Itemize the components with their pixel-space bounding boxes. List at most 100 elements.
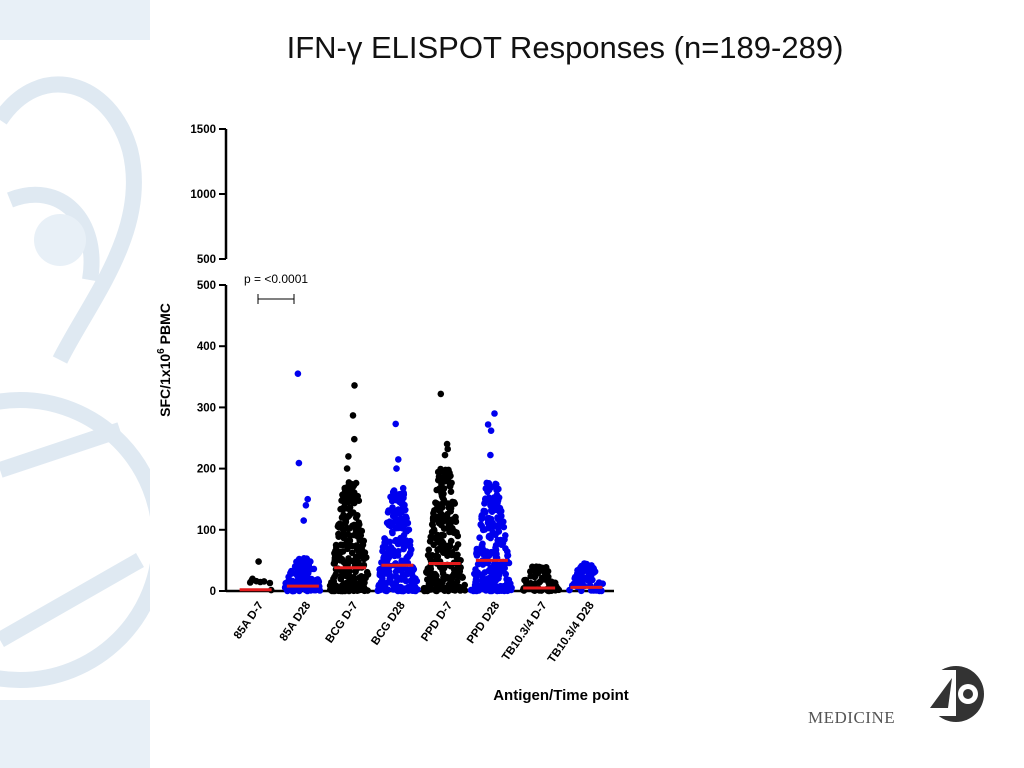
data-point — [478, 515, 485, 523]
data-point — [434, 513, 441, 521]
data-point — [485, 523, 493, 531]
data-point — [414, 586, 421, 593]
data-point — [494, 499, 501, 507]
data-point-outlier — [392, 420, 400, 428]
data-point — [483, 480, 491, 487]
data-point — [430, 509, 437, 517]
data-point — [402, 585, 409, 592]
data-point — [586, 574, 594, 581]
data-point — [571, 573, 579, 581]
data-point — [303, 555, 311, 562]
data-point — [395, 548, 402, 555]
data-point — [348, 549, 356, 557]
data-point-outlier — [302, 502, 310, 509]
data-point-outlier — [443, 440, 451, 448]
data-point — [400, 545, 407, 553]
data-point — [500, 523, 508, 531]
data-point — [352, 493, 360, 501]
data-point — [356, 521, 363, 528]
data-point — [554, 585, 561, 592]
data-point-outlier — [343, 465, 351, 472]
data-point — [390, 508, 397, 515]
data-point — [305, 564, 312, 571]
data-point-outlier — [351, 435, 358, 443]
data-point — [440, 496, 448, 504]
data-point — [544, 577, 552, 585]
data-point — [380, 570, 387, 577]
data-point — [381, 583, 389, 590]
data-point — [432, 587, 440, 595]
data-point — [495, 539, 502, 547]
data-point — [502, 532, 509, 539]
data-point-outlier — [487, 427, 495, 435]
data-point — [331, 557, 339, 564]
y-tick-label-upper: 500 — [197, 254, 216, 266]
x-tick-label: PPD D-7 — [419, 600, 455, 644]
data-point — [501, 564, 509, 572]
data-point — [389, 580, 397, 588]
data-point — [448, 549, 456, 556]
data-point — [357, 553, 365, 560]
data-point — [335, 530, 342, 538]
data-point — [429, 552, 436, 559]
data-point — [578, 565, 586, 573]
data-point — [461, 587, 469, 594]
data-point — [396, 516, 404, 523]
data-point — [398, 524, 406, 532]
data-point-outlier — [349, 412, 357, 419]
data-point — [446, 482, 454, 490]
data-point — [493, 563, 501, 570]
data-point — [288, 567, 295, 575]
data-point — [488, 508, 496, 515]
data-point — [394, 496, 402, 504]
data-point-outlier — [444, 445, 452, 453]
data-point — [495, 575, 502, 582]
data-point — [508, 584, 515, 592]
data-point — [435, 519, 443, 527]
data-point — [339, 548, 347, 555]
data-point — [451, 528, 458, 535]
data-point-outlier — [491, 410, 498, 417]
data-point — [402, 537, 410, 544]
y-tick-label-lower: 500 — [197, 280, 216, 292]
data-point-outlier — [437, 390, 445, 398]
data-point — [349, 586, 357, 593]
data-point — [447, 537, 455, 545]
watermark-illustration — [0, 0, 150, 768]
data-point — [434, 531, 442, 539]
data-point — [386, 572, 394, 579]
data-point — [361, 573, 369, 581]
data-point — [495, 485, 502, 493]
data-point — [390, 487, 398, 494]
data-point-outlier — [487, 451, 494, 459]
data-point — [315, 578, 323, 586]
data-point — [346, 536, 353, 544]
data-point — [596, 587, 603, 595]
data-point — [456, 583, 463, 591]
data-point — [433, 505, 441, 512]
data-point-outlier — [393, 465, 400, 472]
data-point — [341, 503, 348, 510]
data-point — [398, 509, 406, 516]
data-point — [441, 476, 448, 483]
data-point — [442, 515, 450, 523]
data-point — [344, 568, 351, 576]
data-point — [434, 553, 442, 560]
data-point — [474, 560, 482, 568]
data-point-outlier — [253, 577, 260, 585]
data-point — [345, 481, 353, 489]
data-point — [454, 556, 462, 564]
data-point — [338, 582, 346, 589]
data-point-outlier — [351, 382, 358, 389]
data-point — [354, 512, 361, 519]
data-point — [432, 499, 439, 507]
y-tick-label-lower: 300 — [197, 402, 216, 414]
data-point-outlier — [294, 370, 302, 378]
data-point — [447, 504, 455, 512]
data-point — [266, 579, 274, 587]
data-point — [429, 571, 437, 578]
data-point — [389, 529, 396, 537]
data-point — [448, 579, 455, 587]
data-point — [399, 501, 407, 509]
data-point — [356, 574, 363, 581]
